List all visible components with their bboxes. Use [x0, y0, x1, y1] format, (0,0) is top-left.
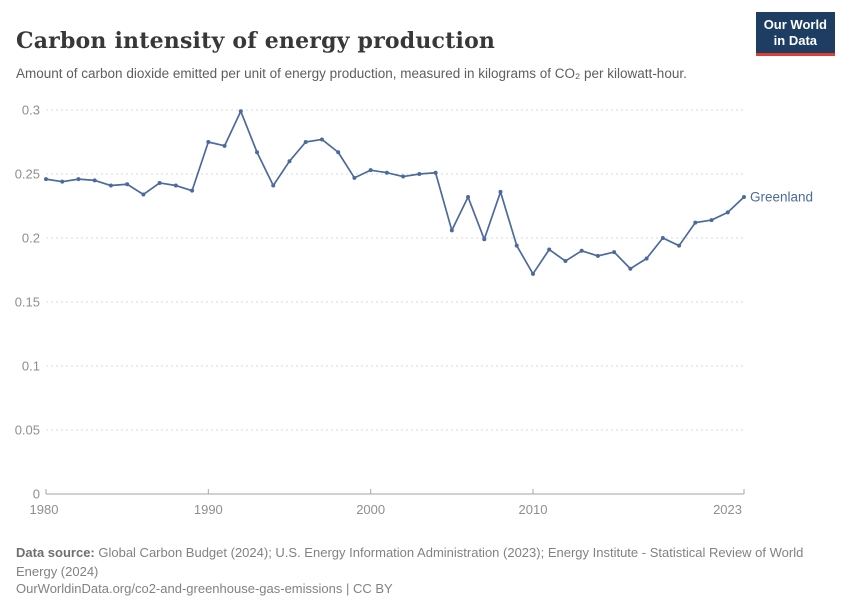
- data-point[interactable]: [563, 259, 568, 264]
- data-point[interactable]: [60, 179, 65, 184]
- data-point[interactable]: [693, 220, 698, 225]
- data-point[interactable]: [206, 140, 211, 144]
- data-point[interactable]: [238, 109, 243, 114]
- data-point[interactable]: [514, 243, 519, 248]
- data-point[interactable]: [595, 253, 600, 258]
- data-point[interactable]: [482, 237, 487, 242]
- data-point[interactable]: [612, 250, 617, 255]
- owid-logo: Our World in Data: [755, 12, 835, 56]
- data-point[interactable]: [449, 228, 454, 233]
- series-label-greenland[interactable]: Greenland: [750, 190, 813, 205]
- data-point[interactable]: [287, 159, 292, 164]
- y-axis-tick-label: 0: [33, 487, 40, 502]
- data-point[interactable]: [141, 192, 146, 197]
- data-point[interactable]: [530, 271, 535, 276]
- data-point[interactable]: [352, 175, 357, 180]
- data-point[interactable]: [173, 183, 178, 188]
- data-point[interactable]: [336, 150, 341, 155]
- data-point[interactable]: [190, 188, 195, 193]
- data-point[interactable]: [125, 182, 130, 187]
- data-point[interactable]: [725, 210, 730, 215]
- data-line-greenland[interactable]: [45, 110, 745, 275]
- data-point[interactable]: [222, 143, 227, 148]
- chart-title: Carbon intensity of energy production: [16, 27, 496, 54]
- y-axis-tick-label: 0.3: [22, 103, 40, 118]
- footer-source: Data source: Global Carbon Budget (2024)…: [16, 543, 834, 581]
- chart-subtitle: Amount of carbon dioxide emitted per uni…: [16, 65, 687, 81]
- data-point[interactable]: [742, 195, 746, 200]
- data-point[interactable]: [579, 248, 584, 253]
- owid-logo-line2: in Data: [773, 33, 818, 48]
- y-axis-tick-label: 0.25: [15, 167, 40, 182]
- data-point[interactable]: [384, 170, 389, 175]
- data-point[interactable]: [628, 266, 633, 271]
- data-point[interactable]: [157, 180, 162, 185]
- footer-source-text: Global Carbon Budget (2024); U.S. Energy…: [16, 545, 804, 579]
- data-point[interactable]: [466, 195, 471, 200]
- y-axis-tick-label: 0.05: [15, 423, 40, 438]
- x-axis-tick-label: 2023: [713, 502, 742, 517]
- data-point[interactable]: [108, 183, 113, 188]
- data-point[interactable]: [255, 150, 260, 155]
- data-point[interactable]: [368, 168, 373, 173]
- footer-url[interactable]: OurWorldinData.org/co2-and-greenhouse-ga…: [16, 581, 393, 596]
- data-point[interactable]: [498, 189, 503, 194]
- x-axis-tick-label: 2000: [356, 502, 385, 517]
- footer-source-label: Data source:: [16, 545, 95, 560]
- data-point[interactable]: [401, 174, 406, 179]
- data-point[interactable]: [660, 236, 665, 240]
- data-point[interactable]: [677, 243, 682, 248]
- data-point[interactable]: [644, 256, 649, 261]
- data-point[interactable]: [271, 183, 276, 188]
- data-point[interactable]: [44, 177, 48, 182]
- y-axis-tick-label: 0.15: [15, 295, 40, 310]
- data-point[interactable]: [709, 218, 714, 223]
- data-point[interactable]: [417, 172, 422, 176]
- owid-logo-line1: Our World: [763, 17, 827, 32]
- y-axis-tick-label: 0.2: [22, 231, 40, 246]
- data-point[interactable]: [319, 137, 324, 142]
- x-axis-tick-label: 1990: [194, 502, 223, 517]
- data-point[interactable]: [433, 170, 438, 175]
- data-point[interactable]: [92, 178, 97, 183]
- data-point[interactable]: [547, 247, 552, 252]
- data-point[interactable]: [76, 177, 81, 182]
- x-axis-tick-label: 2010: [519, 502, 548, 517]
- data-point[interactable]: [303, 140, 308, 144]
- y-axis-tick-label: 0.1: [22, 359, 40, 374]
- x-axis-tick-label: 1980: [30, 502, 59, 517]
